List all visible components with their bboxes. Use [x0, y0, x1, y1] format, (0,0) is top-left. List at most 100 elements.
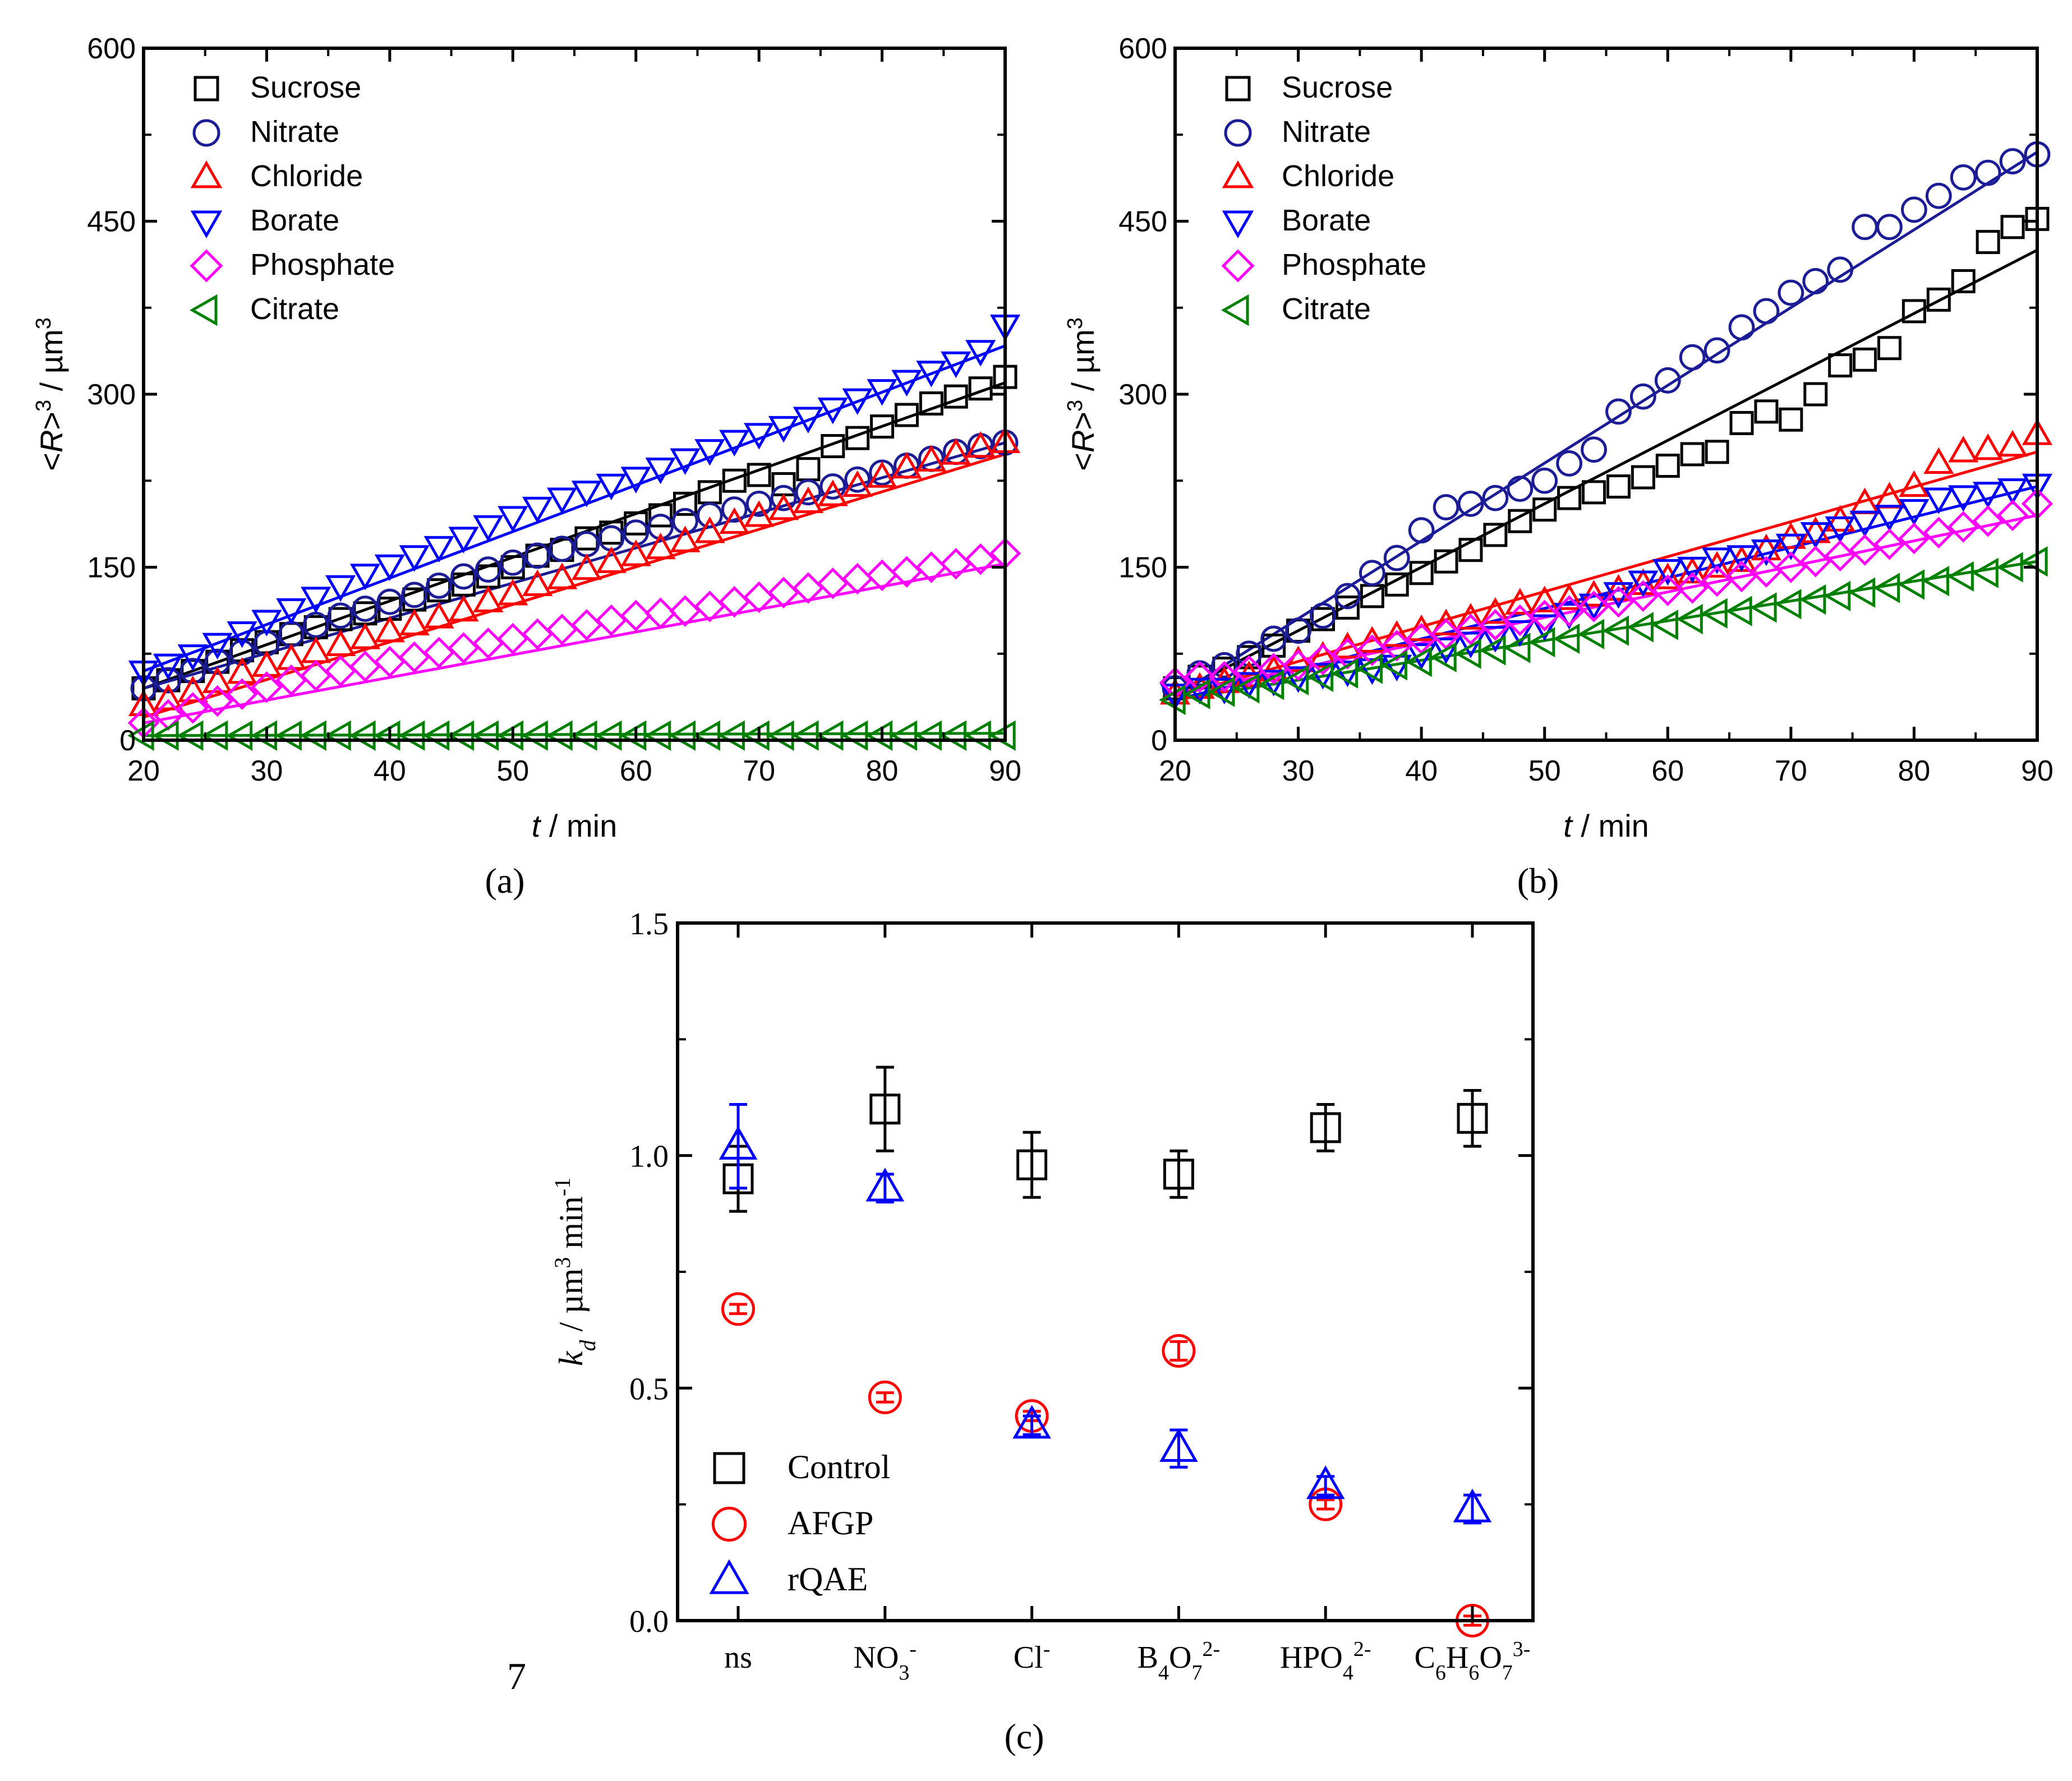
data-point-borate — [891, 370, 922, 397]
data-point-borate — [1332, 660, 1363, 688]
data-point-sucrose — [624, 511, 648, 536]
data-point-rqae — [865, 1168, 905, 1202]
data-point-borate — [177, 644, 208, 671]
y-axis-label-b: <R>3 / µm3 — [1063, 317, 1101, 471]
data-point-sucrose — [1384, 572, 1409, 597]
data-point-phosphate — [1233, 655, 1265, 687]
data-point-chloride — [744, 500, 775, 527]
data-point-phosphate — [1676, 572, 1709, 604]
data-point-citrate — [1356, 653, 1383, 684]
legend-label-nitrate: Nitrate — [1282, 115, 1371, 149]
data-point-sucrose — [821, 434, 845, 459]
x-axis-label-b: t / min — [1563, 808, 1649, 843]
data-point-chloride — [251, 650, 282, 677]
data-point-chloride — [1529, 585, 1560, 612]
data-point-chloride — [965, 431, 996, 458]
y-tick-label: 0.0 — [629, 1604, 669, 1639]
data-point-chloride — [645, 532, 676, 560]
data-point-nitrate — [229, 639, 255, 666]
legend-label-afgp: AFGP — [788, 1505, 873, 1542]
data-point-borate — [448, 527, 479, 553]
data-point-chloride — [1480, 597, 1511, 624]
data-point-sucrose — [1557, 486, 1582, 510]
data-point-chloride — [349, 622, 381, 649]
data-point-borate — [1455, 631, 1486, 658]
data-point-phosphate — [251, 671, 283, 703]
data-point-chloride — [596, 546, 627, 573]
data-point-citrate — [1380, 650, 1407, 681]
data-point-borate — [1849, 510, 1880, 538]
data-point-control — [1457, 1102, 1488, 1134]
y-tick-label: 0 — [119, 725, 136, 757]
legend-label-citrate: Citrate — [1282, 292, 1371, 326]
legend-label-sucrose: Sucrose — [1282, 71, 1393, 104]
chart-panel-c: 0.0 0.5 1.0 1.5 ns NO3- Cl- B4O72- HPO42- C6H6O7… — [507, 907, 1535, 1756]
data-point-rqae — [1453, 1488, 1492, 1522]
data-point-control — [1310, 1112, 1341, 1143]
data-point-phosphate — [1996, 499, 2029, 532]
data-point-rqae — [1159, 1428, 1198, 1462]
legend-marker-sucrose — [1225, 76, 1251, 101]
data-point-borate — [325, 575, 356, 602]
data-point-borate — [645, 457, 676, 485]
y-tick-label: 600 — [1118, 33, 1167, 65]
data-point-chloride — [227, 657, 257, 684]
legend-marker-sucrose — [194, 76, 219, 101]
data-point-borate — [744, 423, 775, 450]
y-tick-label: 0 — [1151, 725, 1167, 757]
data-point-nitrate — [1876, 214, 1903, 241]
data-point-borate — [1677, 556, 1708, 584]
data-point-phosphate — [1380, 630, 1413, 662]
legend-label-borate: Borate — [250, 204, 339, 237]
fit-line-nitrate — [143, 441, 1006, 690]
legend-marker-chloride — [190, 160, 223, 188]
data-point-citrate — [1898, 569, 1925, 600]
x-tick-label: 90 — [989, 755, 1021, 787]
legend-marker-nitrate — [192, 119, 220, 147]
data-point-chloride — [768, 493, 799, 520]
data-point-citrate — [1257, 670, 1284, 700]
x-tick-label: 40 — [374, 755, 406, 787]
data-point-borate — [473, 515, 504, 542]
y-tick-label: 1.5 — [629, 907, 669, 942]
panel-label-a: (a) — [485, 861, 524, 901]
data-point-nitrate — [1728, 314, 1755, 341]
x-category-label: ns — [724, 1640, 752, 1675]
data-point-chloride — [694, 516, 725, 543]
y-axis-label-a: <R>3 / µm3 — [32, 317, 69, 471]
data-point-chloride — [177, 675, 208, 703]
data-point-chloride — [1357, 626, 1388, 653]
data-point-phosphate — [1898, 522, 1930, 555]
chart-panel-a: 20 30 40 50 60 70 80 90 0 150 300 450 600 Sucrose Nit… — [32, 33, 1021, 901]
data-point-chloride — [867, 461, 897, 488]
data-point-sucrose — [673, 491, 697, 516]
data-point-chloride — [719, 507, 750, 534]
x-category-label: C6H6O73- — [1415, 1637, 1531, 1685]
data-point-sucrose — [1434, 549, 1458, 574]
data-point-sucrose — [1582, 480, 1606, 505]
data-point-chloride — [1948, 436, 1979, 463]
x-tick-label: 50 — [496, 755, 529, 787]
data-point-citrate — [1306, 661, 1334, 692]
data-point-citrate — [1405, 647, 1432, 677]
data-point-nitrate — [179, 658, 206, 684]
data-point-sucrose — [1680, 442, 1705, 467]
data-point-borate — [546, 487, 578, 514]
data-point-borate — [867, 379, 897, 406]
data-point-citrate — [1701, 598, 1728, 629]
data-point-citrate — [1972, 557, 1999, 588]
data-point-citrate — [1430, 642, 1457, 673]
x-tick-label: 40 — [1405, 755, 1438, 787]
data-point-nitrate — [819, 473, 846, 500]
data-point-phosphate — [1282, 649, 1314, 681]
data-point-borate — [793, 407, 824, 433]
data-point-sucrose — [894, 403, 919, 427]
data-point-citrate — [1848, 577, 1876, 608]
data-point-sucrose — [1951, 269, 1976, 293]
data-point-borate — [1702, 547, 1733, 574]
data-point-chloride — [546, 562, 578, 589]
data-point-nitrate — [352, 596, 379, 622]
data-point-citrate — [1602, 615, 1629, 646]
data-point-citrate — [1331, 658, 1359, 689]
